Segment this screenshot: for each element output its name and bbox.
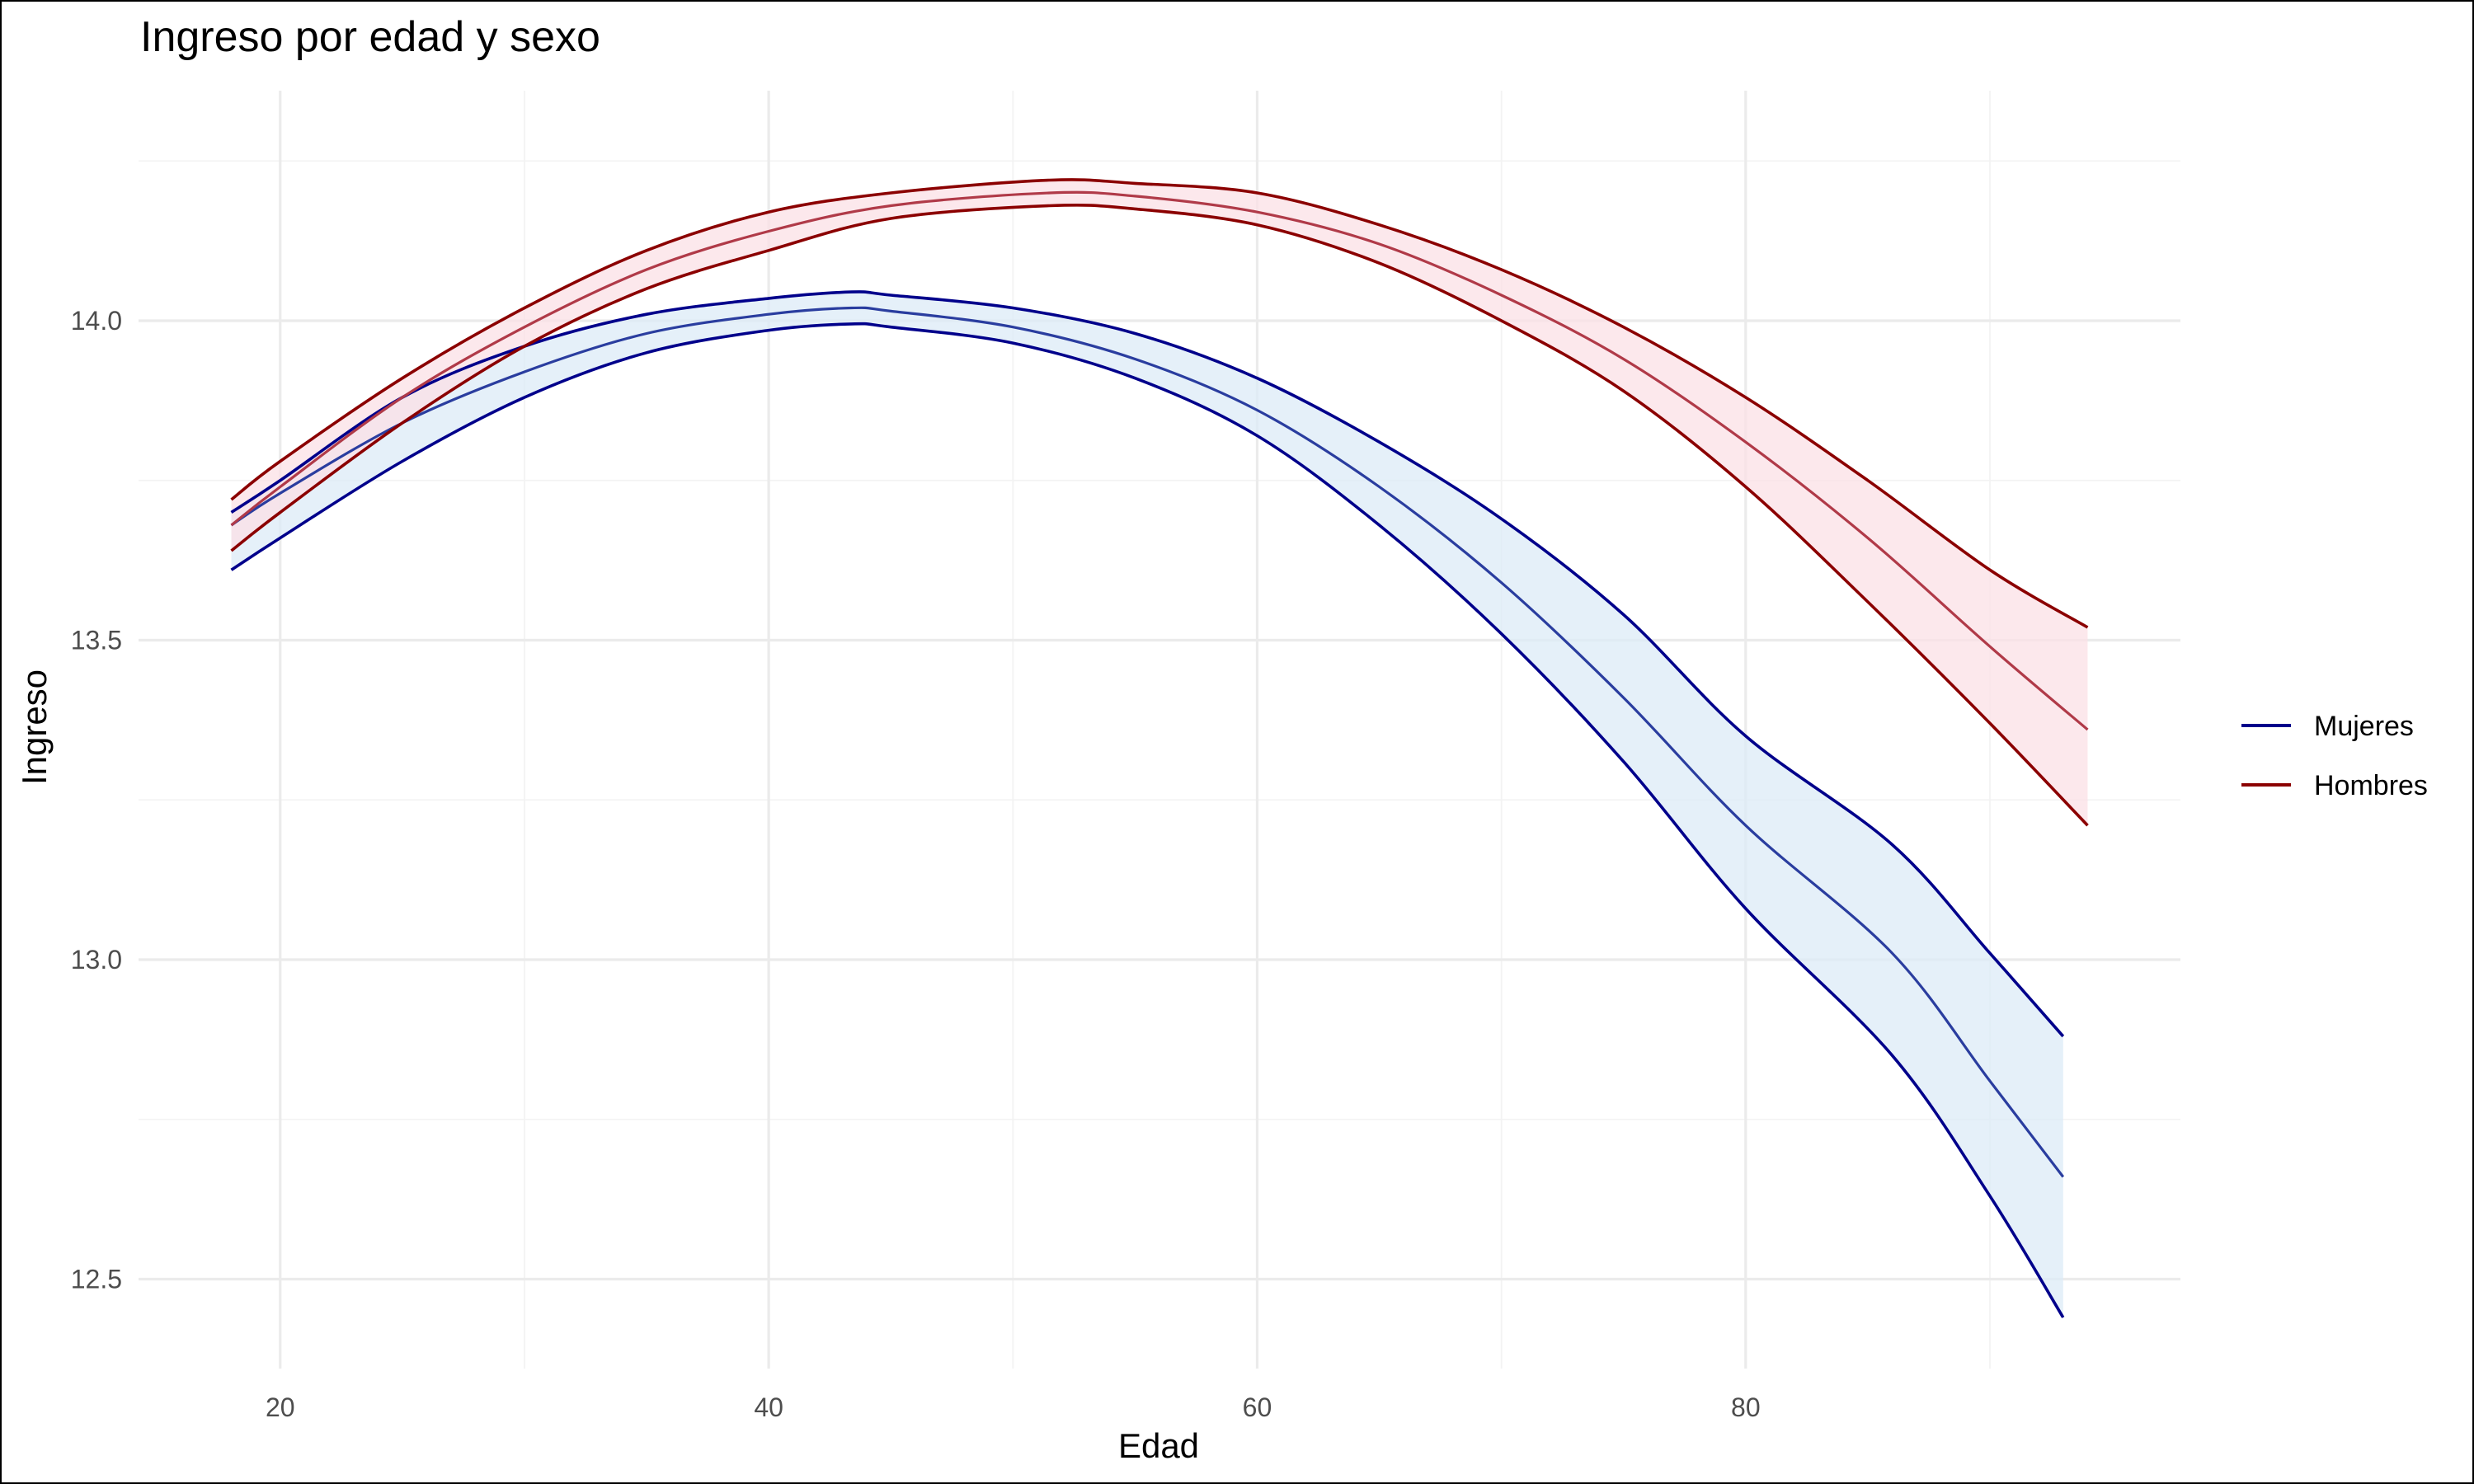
legend-label-mujeres: Mujeres	[2314, 711, 2414, 742]
fit-line-mujeres	[230, 306, 2065, 1178]
x-axis-title: Edad	[1118, 1426, 1199, 1465]
upper-line-hombres	[230, 178, 2089, 629]
y-tick-label: 13.5	[71, 626, 122, 655]
lower-line-mujeres	[230, 322, 2065, 1318]
y-tick-label: 13.0	[71, 945, 122, 974]
grid	[139, 91, 2180, 1369]
legend: Mujeres Hombres	[2241, 711, 2428, 801]
y-tick-label: 14.0	[71, 306, 122, 336]
y-axis-ticks: 12.5 13.0 13.5 14.0	[71, 306, 122, 1294]
legend-label-hombres: Hombres	[2314, 770, 2428, 801]
chart-title: Ingreso por edad y sexo	[140, 13, 600, 61]
confidence-bands	[231, 179, 2088, 1317]
x-tick-label: 60	[1243, 1392, 1272, 1422]
x-axis-ticks: 20 40 60 80	[266, 1392, 1761, 1422]
band-hombres	[231, 179, 2088, 826]
x-tick-label: 20	[266, 1392, 295, 1422]
x-tick-label: 40	[754, 1392, 783, 1422]
y-tick-label: 12.5	[71, 1265, 122, 1294]
lower-line-hombres	[230, 203, 2089, 827]
x-tick-label: 80	[1731, 1392, 1761, 1422]
fit-line-hombres	[230, 190, 2089, 731]
series-lines	[230, 178, 2089, 1318]
y-axis-title: Ingreso	[15, 669, 54, 785]
